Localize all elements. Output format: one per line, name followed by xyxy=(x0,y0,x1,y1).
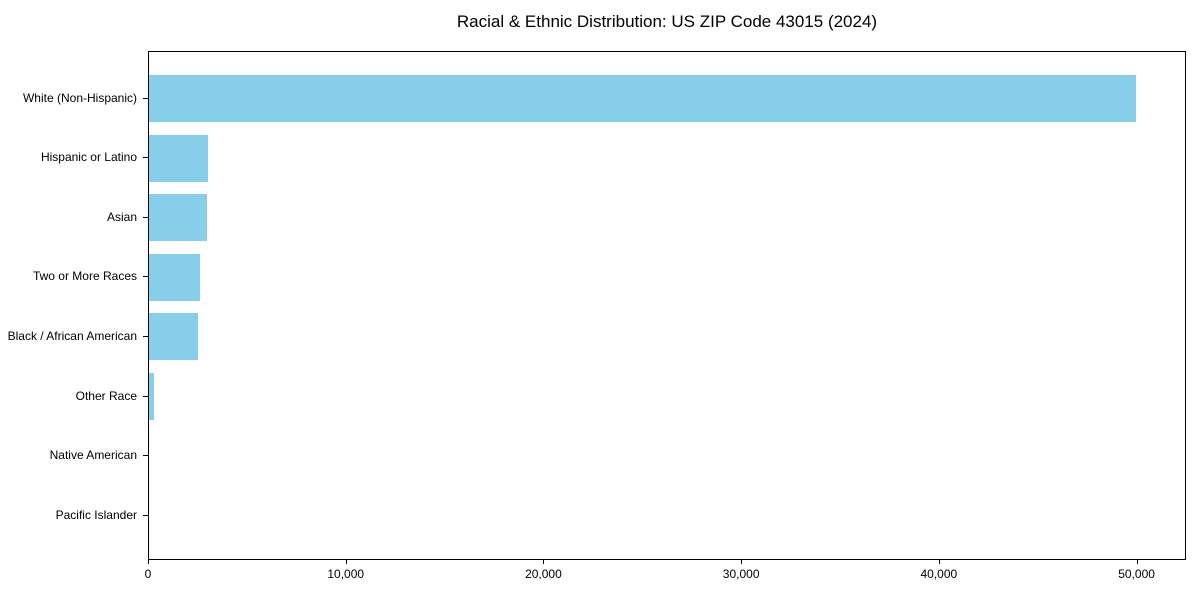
x-tick-mark xyxy=(543,560,545,564)
y-tick-label-white-non-hispanic: White (Non-Hispanic) xyxy=(22,90,137,105)
x-tick-label-30000: 30,000 xyxy=(722,567,760,581)
y-tick-label-two-or-more-races: Two or More Races xyxy=(32,269,137,284)
y-tick-mark xyxy=(143,455,148,457)
y-tick-label-native-american: Native American xyxy=(49,448,137,463)
x-tick-mark xyxy=(345,560,347,564)
y-tick-label-hispanic-or-latino: Hispanic or Latino xyxy=(40,150,137,165)
x-tick-label-50000: 50,000 xyxy=(1118,567,1155,581)
chart-title: Racial & Ethnic Distribution: US ZIP Cod… xyxy=(456,12,878,31)
y-tick-label-pacific-islander: Pacific Islander xyxy=(55,507,137,522)
y-tick-label-other-race: Other Race xyxy=(75,388,137,403)
y-tick-mark xyxy=(143,276,148,278)
y-tick-mark xyxy=(143,514,148,516)
y-tick-label-black-african-american: Black / African American xyxy=(7,328,137,343)
bar-white-non-hispanic xyxy=(149,75,1136,122)
y-tick-mark xyxy=(143,335,148,337)
x-tick-mark xyxy=(148,560,149,564)
y-tick-mark xyxy=(143,157,148,159)
x-tick-mark xyxy=(1136,560,1138,564)
x-tick-mark xyxy=(741,560,743,564)
bar-hispanic-or-latino xyxy=(149,134,209,182)
bar-asian xyxy=(149,194,208,242)
x-tick-label-10000: 10,000 xyxy=(327,567,365,581)
x-tick-label-20000: 20,000 xyxy=(525,567,562,581)
x-tick-label-40000: 40,000 xyxy=(920,567,958,581)
y-tick-mark xyxy=(143,216,148,218)
y-tick-mark xyxy=(143,97,148,99)
y-tick-label-asian: Asian xyxy=(106,209,137,224)
bar-black-african-american xyxy=(149,313,199,361)
x-tick-label-0: 0 xyxy=(144,567,152,581)
y-tick-mark xyxy=(143,395,148,397)
plot-area xyxy=(148,51,1186,560)
x-tick-mark xyxy=(938,560,940,564)
bar-two-or-more-races xyxy=(149,253,201,301)
bar-other-race xyxy=(149,373,155,420)
